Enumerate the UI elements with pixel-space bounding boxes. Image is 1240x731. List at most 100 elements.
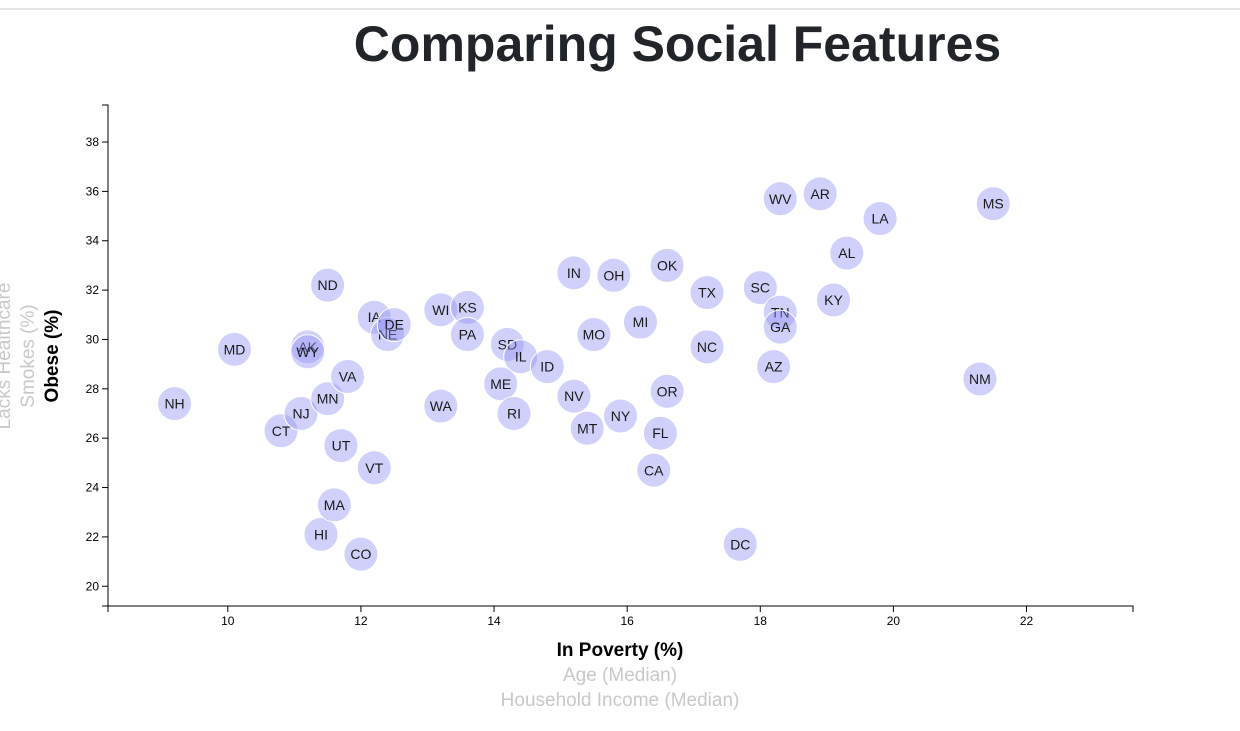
state-circle[interactable] <box>596 257 632 293</box>
state-circle[interactable] <box>756 349 792 385</box>
state-point-ia[interactable]: IA <box>356 299 392 335</box>
state-point-ct[interactable]: CT <box>263 413 299 449</box>
state-point-dc[interactable]: DC <box>722 526 758 562</box>
state-circle[interactable] <box>503 339 539 375</box>
state-point-al[interactable]: AL <box>829 235 865 271</box>
state-circle[interactable] <box>330 358 366 394</box>
state-circle[interactable] <box>310 267 346 303</box>
state-point-ne[interactable]: NE <box>370 317 406 353</box>
state-point-ar[interactable]: AR <box>802 176 838 212</box>
state-circle[interactable] <box>449 289 485 325</box>
state-point-hi[interactable]: HI <box>303 516 339 552</box>
state-circle[interactable] <box>829 235 865 271</box>
state-circle[interactable] <box>649 373 685 409</box>
state-circle[interactable] <box>569 410 605 446</box>
state-circle[interactable] <box>689 275 725 311</box>
state-point-in[interactable]: IN <box>556 255 592 291</box>
y-label-healthcare[interactable]: Lacks Healthcare <box>0 283 15 430</box>
state-circle[interactable] <box>449 317 485 353</box>
state-circle[interactable] <box>556 378 592 414</box>
state-circle[interactable] <box>283 395 319 431</box>
state-point-ak[interactable]: AK <box>290 329 326 365</box>
state-point-ma[interactable]: MA <box>316 487 352 523</box>
state-circle[interactable] <box>263 413 299 449</box>
state-point-mo[interactable]: MO <box>576 317 612 353</box>
state-point-ok[interactable]: OK <box>649 247 685 283</box>
state-point-nv[interactable]: NV <box>556 378 592 414</box>
x-label-poverty[interactable]: In Poverty (%) <box>557 640 684 661</box>
state-point-nc[interactable]: NC <box>689 329 725 365</box>
state-point-tn[interactable]: TN <box>762 294 798 330</box>
state-point-co[interactable]: CO <box>343 536 379 572</box>
state-point-wv[interactable]: WV <box>762 181 798 217</box>
state-point-mn[interactable]: MN <box>310 381 346 417</box>
state-circle[interactable] <box>762 309 798 345</box>
state-point-az[interactable]: AZ <box>756 349 792 385</box>
state-circle[interactable] <box>742 270 778 306</box>
state-circle[interactable] <box>157 386 193 422</box>
state-circle[interactable] <box>303 516 339 552</box>
state-circle[interactable] <box>290 329 326 365</box>
state-circle[interactable] <box>370 317 406 353</box>
state-circle[interactable] <box>423 292 459 328</box>
state-point-tx[interactable]: TX <box>689 275 725 311</box>
state-circle[interactable] <box>762 294 798 330</box>
state-circle[interactable] <box>649 247 685 283</box>
state-point-mt[interactable]: MT <box>569 410 605 446</box>
state-circle[interactable] <box>216 331 252 367</box>
state-point-vt[interactable]: VT <box>356 450 392 486</box>
state-circle[interactable] <box>762 181 798 217</box>
state-point-mi[interactable]: MI <box>622 304 658 340</box>
state-circle[interactable] <box>316 487 352 523</box>
state-point-nd[interactable]: ND <box>310 267 346 303</box>
state-circle[interactable] <box>642 415 678 451</box>
state-point-md[interactable]: MD <box>216 331 252 367</box>
state-circle[interactable] <box>962 361 998 397</box>
state-point-sd[interactable]: SD <box>489 326 525 362</box>
state-circle[interactable] <box>576 317 612 353</box>
state-circle[interactable] <box>290 334 326 370</box>
x-label-age[interactable]: Age (Median) <box>563 665 677 686</box>
state-point-or[interactable]: OR <box>649 373 685 409</box>
state-circle[interactable] <box>423 388 459 424</box>
state-point-wi[interactable]: WI <box>423 292 459 328</box>
state-point-fl[interactable]: FL <box>642 415 678 451</box>
state-point-la[interactable]: LA <box>862 201 898 237</box>
state-point-nh[interactable]: NH <box>157 386 193 422</box>
state-circle[interactable] <box>689 329 725 365</box>
state-circle[interactable] <box>815 282 851 318</box>
state-circle[interactable] <box>556 255 592 291</box>
state-point-id[interactable]: ID <box>529 349 565 385</box>
state-circle[interactable] <box>603 398 638 434</box>
state-circle[interactable] <box>862 201 898 237</box>
state-point-ga[interactable]: GA <box>762 309 798 345</box>
state-point-ks[interactable]: KS <box>449 289 485 325</box>
state-circle[interactable] <box>489 326 525 362</box>
state-circle[interactable] <box>622 304 658 340</box>
state-point-ut[interactable]: UT <box>323 428 359 464</box>
state-point-oh[interactable]: OH <box>596 257 632 293</box>
state-circle[interactable] <box>636 452 672 488</box>
x-label-income[interactable]: Household Income (Median) <box>501 690 740 711</box>
y-label-obese[interactable]: Obese (%) <box>42 310 63 403</box>
state-point-va[interactable]: VA <box>330 358 366 394</box>
state-point-sc[interactable]: SC <box>742 270 778 306</box>
y-label-smokes[interactable]: Smokes (%) <box>18 304 39 407</box>
state-point-ca[interactable]: CA <box>636 452 672 488</box>
state-point-il[interactable]: IL <box>503 339 539 375</box>
state-circle[interactable] <box>323 428 359 464</box>
state-circle[interactable] <box>496 395 532 431</box>
state-circle[interactable] <box>483 366 519 402</box>
state-circle[interactable] <box>975 186 1011 222</box>
state-circle[interactable] <box>356 299 392 335</box>
state-point-de[interactable]: DE <box>376 307 412 343</box>
state-circle[interactable] <box>356 450 392 486</box>
state-point-nj[interactable]: NJ <box>283 395 319 431</box>
state-circle[interactable] <box>722 526 758 562</box>
state-point-ny[interactable]: NY <box>603 398 638 434</box>
state-circle[interactable] <box>529 349 565 385</box>
state-point-wy[interactable]: WY <box>290 334 326 370</box>
state-point-ri[interactable]: RI <box>496 395 532 431</box>
state-circle[interactable] <box>376 307 412 343</box>
state-point-ms[interactable]: MS <box>975 186 1011 222</box>
